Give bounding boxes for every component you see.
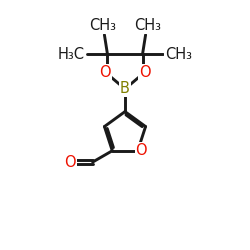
Text: CH₃: CH₃ [134, 18, 161, 33]
Text: CH₃: CH₃ [89, 18, 116, 33]
Text: O: O [136, 143, 147, 158]
Text: H₃C: H₃C [58, 47, 85, 62]
Text: B: B [120, 82, 130, 96]
Text: O: O [64, 154, 76, 170]
Text: CH₃: CH₃ [165, 47, 192, 62]
Text: O: O [99, 65, 111, 80]
Text: O: O [139, 65, 151, 80]
